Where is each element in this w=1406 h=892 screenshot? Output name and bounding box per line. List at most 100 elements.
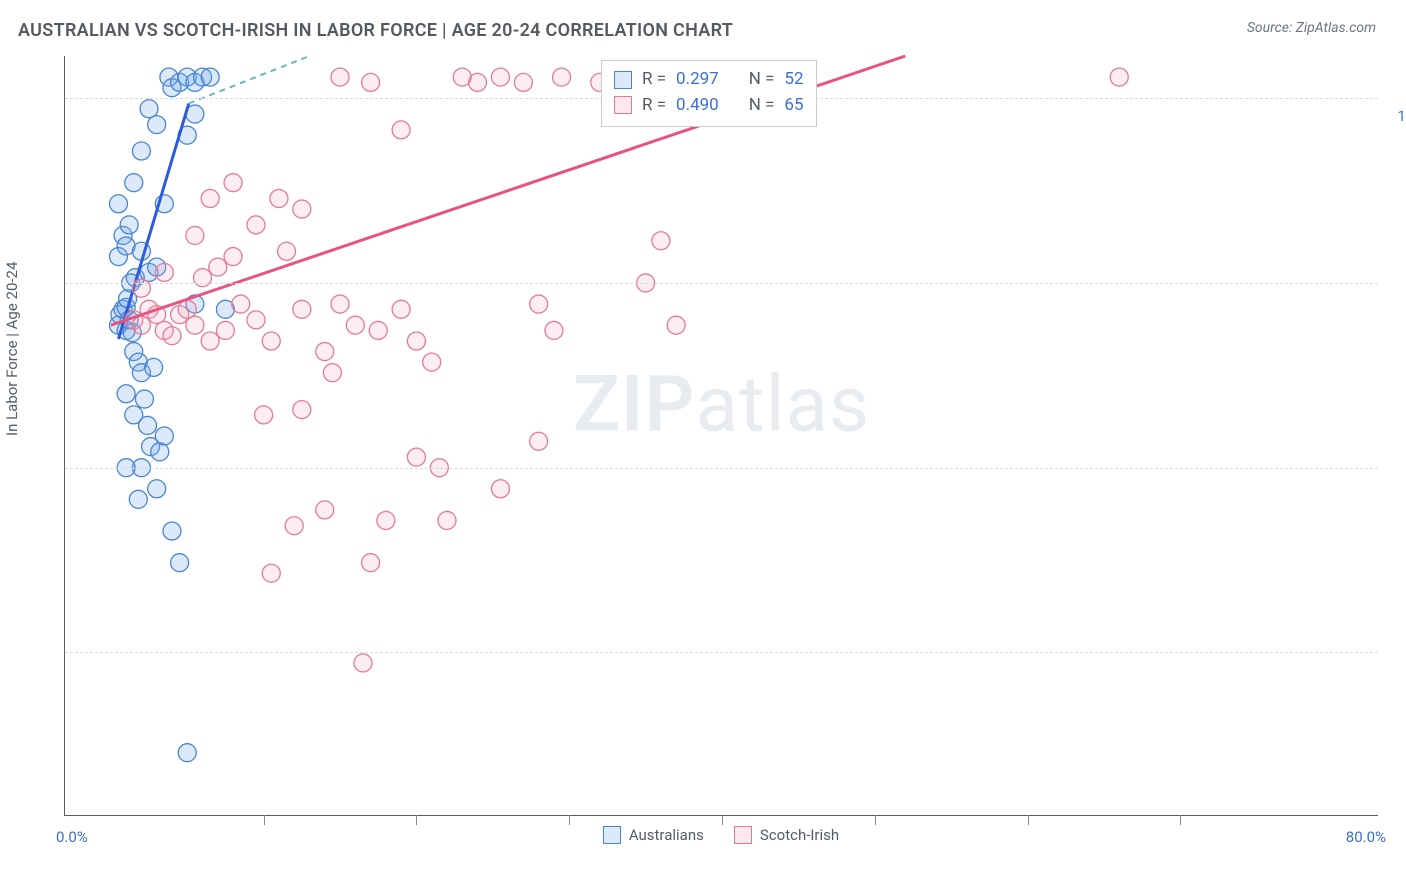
legend-item: Scotch-Irish (734, 826, 839, 844)
data-point (293, 401, 311, 419)
data-point (186, 226, 204, 244)
data-point (145, 358, 163, 376)
data-point (171, 554, 189, 572)
data-point (201, 68, 219, 86)
data-point (530, 295, 548, 313)
data-point (423, 353, 441, 371)
data-point (120, 216, 138, 234)
data-point (247, 216, 265, 234)
data-point (293, 300, 311, 318)
data-point (407, 448, 425, 466)
data-point (362, 554, 380, 572)
x-tick (1028, 815, 1029, 825)
corr-r-label: R = (642, 93, 666, 119)
data-point (224, 174, 242, 192)
correlation-row: R = 0.297 N = 52 (614, 67, 804, 93)
data-point (392, 121, 410, 139)
x-tick (875, 815, 876, 825)
data-point (316, 343, 334, 361)
correlation-row: R = 0.490 N = 65 (614, 93, 804, 119)
corr-n-value: 52 (784, 67, 803, 93)
data-point (155, 263, 173, 281)
chart-source: Source: ZipAtlas.com (1247, 20, 1376, 36)
legend-swatch (603, 826, 621, 844)
data-point (151, 443, 169, 461)
data-point (224, 248, 242, 266)
data-point (247, 311, 265, 329)
data-point (530, 432, 548, 450)
data-point (377, 511, 395, 529)
data-point (331, 68, 349, 86)
corr-r-value: 0.490 (676, 93, 719, 119)
x-tick (569, 815, 570, 825)
chart-title: AUSTRALIAN VS SCOTCH-IRISH IN LABOR FORC… (18, 20, 733, 41)
data-point (362, 73, 380, 91)
data-point (255, 406, 273, 424)
data-point (148, 480, 166, 498)
data-point (491, 68, 509, 86)
y-axis-label: In Labor Force | Age 20-24 (3, 262, 21, 436)
data-point (194, 269, 212, 287)
data-point (129, 490, 147, 508)
data-point (201, 332, 219, 350)
legend-label: Australians (629, 826, 704, 844)
data-point (262, 564, 280, 582)
chart-container: In Labor Force | Age 20-24 ZIPatlas R = … (18, 56, 1388, 876)
data-point (278, 242, 296, 260)
corr-n-label: N = (749, 93, 775, 119)
data-point (346, 316, 364, 334)
data-point (545, 321, 563, 339)
corr-r-label: R = (642, 67, 666, 93)
corr-r-value: 0.297 (676, 67, 719, 93)
data-point (514, 73, 532, 91)
data-point (132, 142, 150, 160)
legend-label: Scotch-Irish (760, 826, 839, 844)
legend-swatch (614, 96, 632, 114)
data-point (163, 327, 181, 345)
data-point (201, 190, 219, 208)
data-point (232, 295, 250, 313)
x-tick (416, 815, 417, 825)
data-point (109, 195, 127, 213)
data-point (667, 316, 685, 334)
gridline (65, 468, 1378, 469)
data-point (285, 517, 303, 535)
data-point (407, 332, 425, 350)
y-tick-label: 47.5% (1386, 661, 1406, 679)
x-tick (722, 815, 723, 825)
gridline (65, 652, 1378, 653)
gridline (65, 283, 1378, 284)
data-point (262, 332, 280, 350)
data-point (186, 316, 204, 334)
data-point (369, 321, 387, 339)
corr-n-value: 65 (784, 93, 803, 119)
data-point (491, 480, 509, 498)
data-point (117, 385, 135, 403)
data-point (392, 300, 410, 318)
data-point (354, 654, 372, 672)
data-point (209, 258, 227, 276)
data-point (155, 427, 173, 445)
data-point (316, 501, 334, 519)
data-point (178, 744, 196, 762)
y-tick-label: 100.0% (1386, 107, 1406, 125)
data-point (125, 174, 143, 192)
data-point (469, 73, 487, 91)
data-point (293, 200, 311, 218)
y-tick-label: 65.0% (1386, 477, 1406, 495)
data-point (148, 116, 166, 134)
legend-swatch (614, 71, 632, 89)
legend-swatch (734, 826, 752, 844)
data-point (270, 190, 288, 208)
data-point (216, 321, 234, 339)
data-point (553, 68, 571, 86)
chart-svg (65, 56, 1378, 815)
plot-area: ZIPatlas R = 0.297N = 52R = 0.490N = 65 … (64, 56, 1378, 816)
corr-n-label: N = (749, 67, 775, 93)
data-point (438, 511, 456, 529)
bottom-legend: Australians Scotch-Irish (64, 826, 1378, 844)
correlation-box: R = 0.297 N = 52 R = 0.490 N = 65 (601, 60, 817, 127)
data-point (135, 390, 153, 408)
data-point (331, 295, 349, 313)
data-point (652, 232, 670, 250)
